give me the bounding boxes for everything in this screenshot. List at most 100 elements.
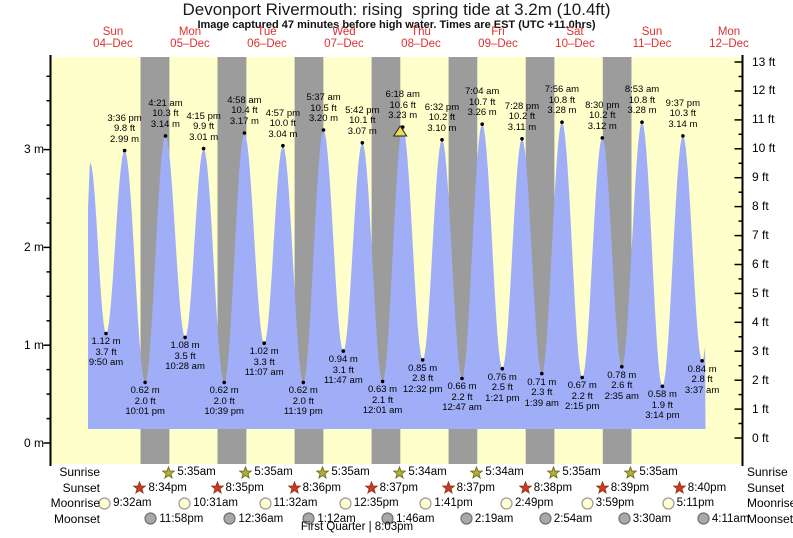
- day-date: 09–Dec: [478, 38, 518, 50]
- moonset-entry: 2:54am: [539, 512, 592, 526]
- moonrise-circle-icon: [178, 496, 191, 510]
- tide-high-label: 3:36 pm 9.8 ft 2.99 m: [107, 112, 142, 145]
- tide-water-area: [88, 122, 706, 429]
- moonset-row-label-left: Moonset: [53, 511, 100, 526]
- tide-point-dot: [540, 371, 544, 376]
- tide-low-label: 0.62 m 2.0 ft 10:39 pm: [204, 385, 244, 418]
- tide-high-label: 7:04 am 10.7 ft 3.26 m: [465, 86, 500, 119]
- sunrise-entry: 5:35am: [624, 465, 678, 479]
- feet-axis-label: 12 ft: [752, 83, 776, 98]
- tide-point-dot: [620, 364, 624, 369]
- moonrise-time: 3:59pm: [595, 497, 635, 509]
- sunrise-row-label-left: Sunrise: [59, 465, 100, 479]
- tide-point-dot: [460, 376, 464, 381]
- day-label: Mon 05–Dec: [150, 26, 230, 50]
- moonrise-entry: 1:41pm: [419, 496, 473, 510]
- moonset-time: 1:46am: [396, 512, 435, 525]
- tide-point-dot: [281, 143, 285, 148]
- tide-point-dot: [183, 335, 187, 340]
- tide-point-dot: [681, 134, 685, 138]
- moonset-circle-icon: [223, 512, 237, 525]
- tide-high-label: 7:28 pm 10.2 ft 3.11 m: [504, 100, 540, 133]
- day-label: Fri 09–Dec: [458, 26, 538, 50]
- tide-high-label: 8:30 pm 10.2 ft 3.12 m: [585, 99, 620, 132]
- tide-point-dot: [420, 358, 425, 362]
- page-subtitle: Image captured 47 minutes before high wa…: [197, 19, 596, 31]
- moonrise-time: 2:49pm: [515, 497, 554, 509]
- feet-axis-label: 8 ft: [752, 199, 769, 214]
- current-time-marker: [392, 125, 408, 137]
- sunrise-entry: 5:35am: [239, 465, 293, 479]
- moonset-time: 1:12am: [317, 512, 356, 525]
- day-label: Sun 04–Dec: [73, 26, 153, 50]
- sunrise-entry: 5:35am: [316, 465, 370, 479]
- sunrise-row-label-right: Sunrise: [747, 465, 788, 479]
- sunset-entry: 8:37pm: [441, 481, 495, 495]
- sunset-entry: 8:36pm: [287, 481, 341, 495]
- day-date: 08–Dec: [401, 38, 441, 50]
- moonrise-entry: 2:49pm: [500, 496, 553, 510]
- moonset-entry: 2:19am: [460, 512, 513, 526]
- tide-point-dot: [143, 380, 147, 385]
- tide-low-label: 0.76 m 2.5 ft 1:21 pm: [485, 371, 520, 404]
- sunrise-star-icon: [470, 465, 484, 479]
- sunrise-star-icon: [624, 465, 638, 479]
- sunrise-star-icon: [162, 465, 176, 479]
- tide-point-dot: [262, 341, 267, 346]
- tide-high-label: 6:18 am 10.6 ft 3.23 m: [385, 89, 420, 122]
- tide-point-dot: [440, 138, 444, 142]
- tide-low-label: 0.84 m 2.8 ft 3:37 am: [684, 363, 720, 396]
- moonrise-time: 10:31am: [193, 497, 238, 509]
- moonset-time: 4:11am: [711, 512, 750, 525]
- tide-point-dot: [360, 141, 365, 145]
- moon-phase-text: First Quarter | 8:03pm: [300, 521, 414, 533]
- tide-point-dot: [380, 379, 385, 384]
- sunset-time: 8:34pm: [148, 481, 187, 494]
- sunrise-entry: 5:35am: [547, 465, 601, 479]
- moonset-entry: 12:36am: [223, 512, 283, 526]
- sunset-star-icon: [133, 481, 147, 494]
- day-weekday: Sat: [566, 26, 584, 38]
- moonrise-entry: 3:59pm: [581, 496, 634, 510]
- tide-point-dot: [321, 128, 326, 132]
- tide-high-label: 4:15 pm 9.9 ft 3.01 m: [186, 110, 221, 143]
- tide-point-dot: [660, 384, 665, 389]
- tide-low-label: 0.78 m 2.6 ft 2:35 am: [604, 369, 639, 402]
- day-label: Sun 11–Dec: [612, 26, 692, 50]
- tide-high-label: 4:57 pm 10.0 ft 3.04 m: [265, 107, 301, 140]
- tide-high-label: 4:58 am 10.4 ft 3.17 m: [227, 94, 262, 127]
- tide-point-dot: [520, 137, 524, 141]
- day-label: Thu 08–Dec: [381, 26, 461, 50]
- sunrise-star-icon: [547, 465, 561, 479]
- moonrise-entry: 10:31am: [178, 496, 238, 510]
- day-date: 07–Dec: [324, 38, 364, 50]
- feet-axis-label: 1 ft: [752, 401, 769, 416]
- moonrise-time: 9:32am: [113, 497, 152, 509]
- tide-point-dot: [301, 380, 306, 385]
- moonset-circle-icon: [144, 512, 157, 525]
- tide-high-label: 5:42 pm 10.1 ft 3.07 m: [345, 104, 380, 137]
- feet-axis-label: 0 ft: [752, 430, 769, 445]
- feet-axis-label: 13 ft: [752, 54, 776, 69]
- sunset-time: 8:40pm: [687, 481, 727, 494]
- sunset-star-icon: [595, 481, 609, 494]
- tide-low-label: 0.63 m 2.1 ft 12:01 am: [362, 384, 403, 417]
- moonset-circle-icon: [697, 512, 710, 525]
- moonset-circle-icon: [460, 512, 473, 525]
- tide-high-label: 6:32 pm 10.2 ft 3.10 m: [424, 101, 460, 134]
- sunset-time: 8:37pm: [379, 481, 418, 494]
- sunrise-entry: 5:34am: [393, 465, 447, 479]
- sunrise-time: 5:34am: [485, 466, 524, 478]
- moonrise-circle-icon: [662, 496, 675, 510]
- moonrise-circle-icon: [581, 496, 594, 510]
- tide-point-dot: [560, 120, 564, 124]
- day-weekday: Mon: [178, 26, 202, 38]
- tide-point-dot: [700, 359, 704, 363]
- meter-axis-label: 0 m: [23, 435, 44, 450]
- tide-high-label: 7:56 am 10.8 ft 3.28 m: [544, 84, 580, 117]
- tide-low-label: 0.71 m 2.3 ft 1:39 am: [524, 376, 559, 409]
- day-label: Mon 12–Dec: [689, 26, 769, 50]
- moonrise-entry: 11:32am: [258, 496, 317, 510]
- moonrise-row-label-right: Moonrise: [747, 496, 793, 510]
